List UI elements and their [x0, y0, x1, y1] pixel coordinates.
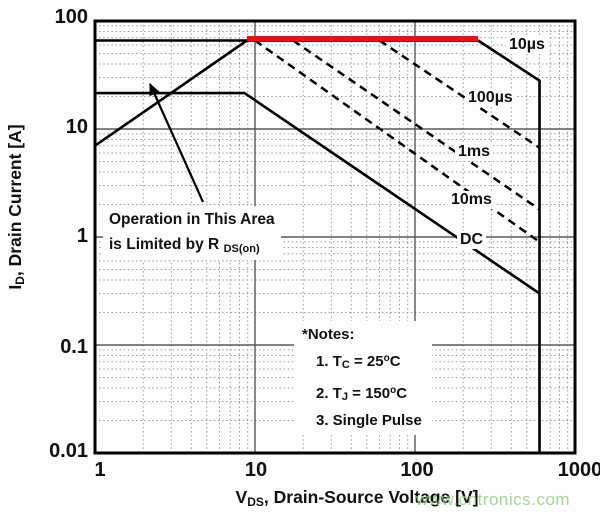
- x-axis-symbol-sub: DS: [247, 495, 264, 509]
- x-tick-1000: 1000: [557, 459, 600, 481]
- note-single-pulse: 3. Single Pulse: [316, 412, 422, 429]
- notes-block: *Notes: 1. TC = 25oC 2. TJ = 150oC 3. Si…: [294, 321, 432, 435]
- y-axis-symbol-sub: D: [13, 276, 27, 285]
- curve-label-100us: 100µs: [465, 89, 516, 107]
- rdson-annotation-line2: is Limited by R DS(on): [109, 235, 260, 255]
- x-tick-100: 100: [400, 459, 434, 481]
- rdson-annotation-line1: Operation in This Area: [109, 211, 275, 228]
- curve-label-10ms: 10ms: [448, 191, 495, 209]
- rdson-annotation: Operation in This Area is Limited by R D…: [103, 206, 281, 261]
- rdson-subscript: DS(on): [223, 242, 260, 255]
- y-tick-100: 100: [54, 6, 88, 28]
- plot-border: [93, 19, 577, 455]
- y-tick-0p01: 0.01: [49, 440, 88, 462]
- curve-label-10us: 10µs: [506, 36, 548, 54]
- note-tj: 2. TJ = 150oC: [316, 385, 408, 403]
- curve-pulse-10us: [477, 39, 541, 453]
- y-axis-title: ID, Drain Current [A]: [5, 124, 27, 289]
- x-tick-1: 1: [94, 459, 106, 481]
- notes-header: *Notes:: [302, 326, 355, 343]
- curve-label-1ms: 1ms: [455, 143, 494, 161]
- curve-dc: [95, 91, 541, 295]
- curve-rdson-limit-line: [94, 39, 248, 147]
- y-axis-symbol: I: [5, 284, 25, 290]
- curve-pulse-10ms: [254, 39, 541, 243]
- x-axis-text: , Drain-Source Voltage [V]: [263, 487, 479, 507]
- y-tick-0p1: 0.1: [60, 336, 88, 358]
- y-axis-text: , Drain Current [A]: [5, 124, 25, 277]
- x-axis-symbol: V: [235, 487, 248, 507]
- x-tick-10: 10: [244, 459, 268, 481]
- curve-pulse-1ms: [292, 39, 541, 211]
- watermark: www.cntronics.com: [416, 490, 570, 509]
- curve-pulse-100us: [378, 39, 541, 149]
- x-axis-title: VDS, Drain-Source Voltage [V]: [147, 487, 567, 509]
- annotation-arrow: [148, 83, 205, 203]
- curve-label-dc: DC: [457, 231, 487, 249]
- note-tc: 1. TC = 25oC: [316, 353, 401, 371]
- y-tick-10: 10: [65, 116, 88, 138]
- y-tick-1: 1: [76, 225, 88, 247]
